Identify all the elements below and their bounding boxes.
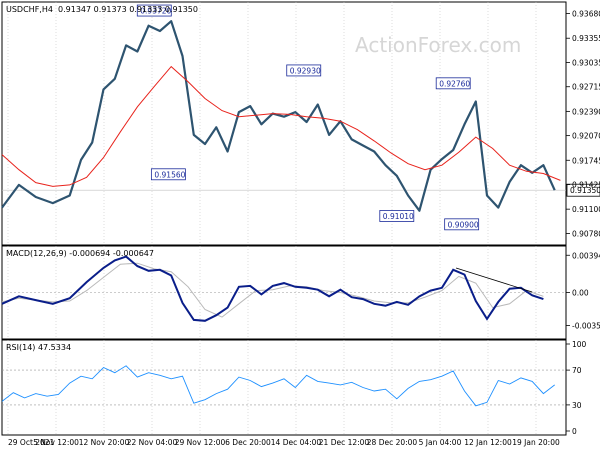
- x-tick-label: 5 Nov 12:00: [33, 438, 79, 447]
- y-tick-label: 100: [572, 340, 587, 349]
- macd-trendline: [455, 267, 533, 293]
- annotation-box: [150, 168, 186, 181]
- y-tick-label: 70: [572, 366, 582, 375]
- macd-layer: [1, 255, 566, 322]
- rsi-panel-frame: [1, 339, 567, 436]
- annotation-box: [444, 218, 480, 231]
- macd-main-line: [1, 255, 544, 322]
- grid-layer: [7, 2, 537, 435]
- price-layer: 0.91350 0.93720 0.92930 0.91560 0.92760 0.910…: [1, 4, 600, 231]
- x-tick-label: 6 Dec 20:00: [225, 438, 271, 447]
- annotation-box: [286, 64, 322, 77]
- x-tick-label: 29 Oct 2021: [8, 438, 55, 447]
- x-tick-label: 5 Jan 04:00: [419, 438, 462, 447]
- price-annotation: 0.90900: [444, 218, 480, 231]
- y-tick-label: 0.93680: [572, 10, 600, 19]
- y-tick-label: 0.92715: [572, 83, 600, 92]
- price-annotation: 0.91560: [150, 168, 186, 181]
- macd-panel-title: MACD(12,26,9) -0.000694 -0.000647: [6, 249, 154, 258]
- moving-average-line: [1, 65, 561, 187]
- macd-signal-line: [1, 262, 544, 318]
- annotation-label: 0.92760: [439, 79, 470, 88]
- y-tick-label: 0.92390: [572, 107, 600, 116]
- annotation-box: [435, 77, 471, 90]
- x-tick-label: 22 Nov 04:00: [127, 438, 178, 447]
- y-tick-label: 0: [572, 427, 577, 436]
- y-tick-label: 0.91425: [572, 181, 600, 190]
- x-tick-label: 28 Dec 20:00: [367, 438, 418, 447]
- x-tick-label: 21 Dec 12:00: [319, 438, 370, 447]
- price-annotation: 0.92930: [286, 64, 322, 77]
- annotation-label: 0.92930: [290, 66, 321, 75]
- watermark: ActionForex.com: [355, 33, 521, 57]
- rsi-panel-title: RSI(14) 47.5334: [6, 343, 71, 352]
- annotation-box: [136, 4, 172, 17]
- rsi-line: [1, 365, 555, 407]
- x-tick-label: 12 Jan 12:00: [464, 438, 512, 447]
- price-annotation: 0.91010: [379, 210, 415, 222]
- current-price-label: 0.91350: [570, 186, 600, 195]
- price-annotation: 0.92760: [435, 77, 471, 90]
- price-panel-frame: [1, 1, 567, 246]
- current-price-box: [566, 183, 600, 197]
- y-tick-label: 0.90780: [572, 229, 600, 238]
- annotation-label: 0.91010: [383, 212, 414, 221]
- annotation-box: [379, 210, 415, 222]
- annotation-label: 0.91560: [154, 170, 185, 179]
- y-tick-label: 0.91745: [572, 156, 600, 165]
- y-tick-label: 30: [572, 401, 582, 410]
- x-tick-label: 19 Jan 20:00: [512, 438, 560, 447]
- x-tick-label: 14 Dec 04:00: [271, 438, 322, 447]
- x-tick-label: 12 Nov 20:00: [79, 438, 130, 447]
- annotation-label: 0.90900: [448, 220, 479, 229]
- y-tick-label: 0.93355: [572, 34, 600, 43]
- x-tick-label: 29 Nov 12:00: [175, 438, 226, 447]
- y-tick-label: 0.91100: [572, 205, 600, 214]
- annotation-label: 0.93720: [140, 7, 171, 16]
- y-tick-label: 0.92070: [572, 132, 600, 141]
- price-panel-quotes: 0.91347 0.91373 0.91333 0.91350: [58, 5, 198, 14]
- y-tick-label: -0.003506: [572, 322, 600, 331]
- y-tick-label: 0.93035: [572, 58, 600, 67]
- y-tick-label: 0.00: [572, 289, 589, 298]
- price-annotation: 0.93720: [136, 4, 172, 17]
- price-panel-title: USDCHF,H4: [6, 5, 53, 14]
- y-tick-label: 0.003944: [572, 251, 600, 260]
- rsi-layer: [1, 365, 566, 407]
